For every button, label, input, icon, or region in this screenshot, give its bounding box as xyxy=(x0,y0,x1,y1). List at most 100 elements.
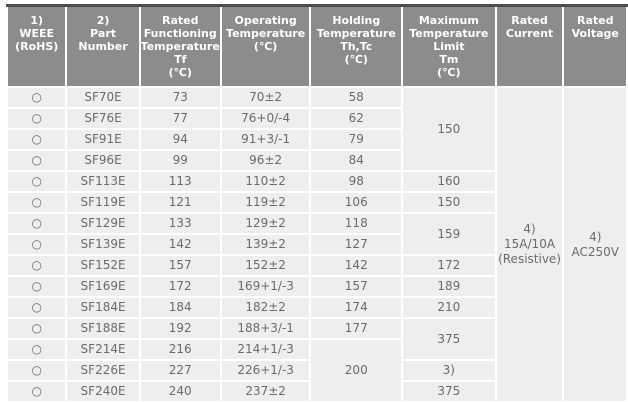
operating-temp-cell: 119±2 xyxy=(219,191,312,214)
weee-mark: ○ xyxy=(5,380,68,402)
operating-temp-cell: 188+3/-1 xyxy=(219,317,312,340)
max-temp-limit-cell: 189 xyxy=(401,275,497,298)
weee-mark: ○ xyxy=(5,254,68,277)
tf-cell: 99 xyxy=(138,149,222,172)
operating-temp-cell: 152±2 xyxy=(219,254,312,277)
operating-temp-cell: 226+1/-3 xyxy=(219,359,312,382)
weee-mark: ○ xyxy=(5,317,68,340)
holding-temp-cell: 118 xyxy=(309,212,404,235)
holding-temp-cell: 98 xyxy=(309,170,404,193)
header-part-number: 2) Part Number xyxy=(65,4,141,88)
part-number-cell: SF76E xyxy=(65,107,141,130)
max-temp-limit-cell: 159 xyxy=(401,212,497,256)
part-number-cell: SF184E xyxy=(65,296,141,319)
table-row: ○ SF169E 172 169+1/-3 157 189 xyxy=(5,275,627,298)
holding-temp-cell: 174 xyxy=(309,296,404,319)
part-number-cell: SF91E xyxy=(65,128,141,151)
tf-cell: 240 xyxy=(138,380,222,402)
max-temp-limit-cell: 375 xyxy=(401,380,497,402)
tf-cell: 216 xyxy=(138,338,222,361)
weee-mark: ○ xyxy=(5,191,68,214)
tf-cell: 77 xyxy=(138,107,222,130)
table-row: ○ SF214E 216 214+1/-3 200 xyxy=(5,338,627,402)
operating-temp-cell: 237±2 xyxy=(219,380,312,402)
holding-temp-cell: 84 xyxy=(309,149,404,172)
operating-temp-cell: 214+1/-3 xyxy=(219,338,312,361)
header-operating-temperature: Operating Temperature (℃) xyxy=(219,4,312,88)
part-number-cell: SF96E xyxy=(65,149,141,172)
part-number-cell: SF214E xyxy=(65,338,141,361)
operating-temp-cell: 182±2 xyxy=(219,296,312,319)
tf-cell: 113 xyxy=(138,170,222,193)
weee-mark: ○ xyxy=(5,107,68,130)
operating-temp-cell: 169+1/-3 xyxy=(219,275,312,298)
operating-temp-cell: 110±2 xyxy=(219,170,312,193)
table-row: ○ SF76E 77 76+0/-4 62 xyxy=(5,107,627,130)
max-temp-limit-cell: 375 xyxy=(401,317,497,361)
part-number-cell: SF129E xyxy=(65,212,141,235)
weee-mark: ○ xyxy=(5,359,68,382)
weee-mark: ○ xyxy=(5,86,68,109)
operating-temp-cell: 91+3/-1 xyxy=(219,128,312,151)
holding-temp-cell: 200 xyxy=(309,338,404,402)
operating-temp-cell: 129±2 xyxy=(219,212,312,235)
max-temp-limit-cell: 3) xyxy=(401,359,497,382)
operating-temp-cell: 139±2 xyxy=(219,233,312,256)
header-rated-functioning-temperature: Rated Functioning Temperature Tf (℃) xyxy=(138,4,222,88)
tf-cell: 121 xyxy=(138,191,222,214)
part-number-cell: SF226E xyxy=(65,359,141,382)
part-number-cell: SF188E xyxy=(65,317,141,340)
table-row: ○ SF70E 73 70±2 58 150 4) 15A/10A (Resis… xyxy=(5,86,628,402)
max-temp-limit-cell: 150 xyxy=(401,191,497,214)
max-temp-limit-cell: 172 xyxy=(401,254,497,277)
part-number-cell: SF139E xyxy=(65,233,141,256)
tf-cell: 94 xyxy=(138,128,222,151)
header-weee-rohs: 1) WEEE (RoHS) xyxy=(5,4,68,88)
table-row: ○ SF152E 157 152±2 142 172 xyxy=(5,254,627,277)
header-holding-temperature: Holding Temperature Th,Tc (℃) xyxy=(309,4,404,88)
max-temp-limit-cell: 150 xyxy=(401,86,497,172)
header-row: 1) WEEE (RoHS) 2) Part Number Rated Func… xyxy=(5,4,628,88)
table-row: ○ SF119E 121 119±2 106 150 xyxy=(5,191,627,214)
tf-cell: 172 xyxy=(138,275,222,298)
holding-temp-cell: 157 xyxy=(309,275,404,298)
operating-temp-cell: 70±2 xyxy=(219,86,312,109)
table-row: ○ SF188E 192 188+3/-1 177 375 xyxy=(5,317,627,361)
part-number-cell: SF70E xyxy=(65,86,141,109)
holding-temp-cell: 106 xyxy=(309,191,404,214)
part-number-cell: SF113E xyxy=(65,170,141,193)
rated-voltage-cell: 4) AC250V xyxy=(562,86,628,402)
thermal-fuse-spec-table: 1) WEEE (RoHS) 2) Part Number Rated Func… xyxy=(5,4,628,402)
header-maximum-temperature-limit: Maximum Temperature Limit Tm (℃) xyxy=(401,4,497,88)
weee-mark: ○ xyxy=(5,149,68,172)
holding-temp-cell: 177 xyxy=(309,317,404,340)
weee-mark: ○ xyxy=(5,170,68,193)
table-row: ○ SF113E 113 110±2 98 160 xyxy=(5,170,627,193)
holding-temp-cell: 127 xyxy=(309,233,404,256)
header-rated-voltage: Rated Voltage xyxy=(562,4,628,88)
operating-temp-cell: 96±2 xyxy=(219,149,312,172)
table-row: ○ SF240E 240 237±2 375 xyxy=(5,380,627,402)
part-number-cell: SF240E xyxy=(65,380,141,402)
table-row: ○ SF129E 133 129±2 118 159 xyxy=(5,212,627,256)
holding-temp-cell: 79 xyxy=(309,128,404,151)
table-row: ○ SF96E 99 96±2 84 xyxy=(5,149,627,172)
max-temp-limit-cell: 210 xyxy=(401,296,497,319)
tf-cell: 157 xyxy=(138,254,222,277)
tf-cell: 227 xyxy=(138,359,222,382)
tf-cell: 133 xyxy=(138,212,222,235)
weee-mark: ○ xyxy=(5,233,68,256)
weee-mark: ○ xyxy=(5,275,68,298)
table-row: ○ SF139E 142 139±2 127 xyxy=(5,233,627,256)
table-row: ○ SF91E 94 91+3/-1 79 xyxy=(5,128,627,151)
weee-mark: ○ xyxy=(5,212,68,235)
holding-temp-cell: 58 xyxy=(309,86,404,109)
part-number-cell: SF169E xyxy=(65,275,141,298)
table-row: ○ SF226E 227 226+1/-3 3) xyxy=(5,359,627,382)
part-number-cell: SF152E xyxy=(65,254,141,277)
tf-cell: 142 xyxy=(138,233,222,256)
tf-cell: 73 xyxy=(138,86,222,109)
tf-cell: 192 xyxy=(138,317,222,340)
max-temp-limit-cell: 160 xyxy=(401,170,497,193)
tf-cell: 184 xyxy=(138,296,222,319)
